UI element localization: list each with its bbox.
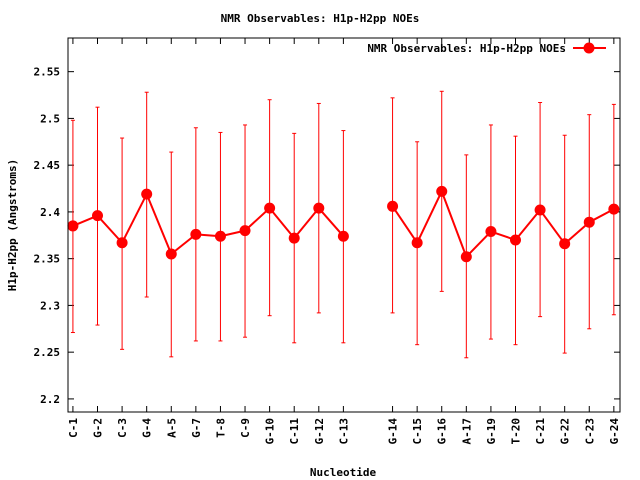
data-point [190,228,202,240]
data-point [337,230,349,242]
data-point [165,248,177,260]
data-point [559,238,571,250]
x-tick-label: G-14 [387,418,400,445]
data-point [608,203,620,215]
data-point [141,188,153,200]
data-point [214,230,226,242]
y-axis-label: H1p-H2pp (Angstroms) [6,159,19,291]
series-line-segment [121,193,148,244]
y-tick-label: 2.3 [40,299,60,312]
data-series [67,90,620,359]
legend: NMR Observables: H1p-H2pp NOEs [367,42,606,55]
plot-frame [67,37,621,413]
x-tick-label: G-22 [559,418,572,445]
legend-label: NMR Observables: H1p-H2pp NOEs [367,42,566,55]
axis-ticks: 2.2 2.25 2.3 2.35 2.4 2.45 2.5 2.55 C-1 G-2 C-3 G-4… [34,38,621,445]
data-point [460,251,472,263]
x-tick-label: C-13 [337,418,350,445]
data-point [313,202,325,214]
series-line-segment [96,214,123,244]
x-tick-label: G-7 [190,418,203,438]
x-tick-label: G-16 [436,418,449,445]
data-point [264,202,276,214]
x-tick-label: C-1 [67,418,80,438]
series-line-segment [244,207,271,232]
y-tick-label: 2.5 [40,112,60,125]
series-line-segment [293,207,320,239]
x-tick-label: G-12 [313,418,326,445]
series-line-segment [539,209,566,245]
data-point [92,210,104,222]
y-tick-label: 2.45 [34,159,61,172]
data-point [534,204,546,216]
x-axis-label: Nucleotide [310,466,377,479]
series-line-segment [416,190,443,244]
x-tick-label: G-2 [92,418,105,438]
x-tick-label: A-17 [460,418,473,445]
data-point [436,185,448,197]
series-line-segment [440,190,468,258]
x-tick-label: C-11 [288,418,301,445]
series-line-segment [391,205,418,244]
x-tick-label: G-10 [264,418,277,445]
data-point [387,200,399,212]
data-point [583,216,595,228]
x-tick-label: G-24 [608,418,621,445]
data-point [510,234,522,246]
series-line-segment [318,207,345,237]
series-line-segment [268,207,295,239]
x-tick-label: G-4 [141,418,154,438]
x-tick-label: A-5 [165,418,178,438]
data-point [239,225,251,237]
x-tick-label: C-15 [411,418,424,445]
y-tick-label: 2.25 [34,346,61,359]
series-line-segment [514,209,541,241]
x-tick-label: G-19 [485,418,498,445]
x-tick-label: C-3 [116,418,129,438]
x-tick-label: C-21 [534,418,547,445]
data-point [67,220,79,232]
x-tick-label: C-9 [239,418,252,438]
x-tick-label: C-23 [583,418,596,445]
x-tick-label: T-20 [510,418,523,445]
y-tick-label: 2.35 [34,253,61,266]
x-tick-label: T-8 [214,418,227,438]
data-point [288,232,300,244]
legend-marker [583,42,595,54]
series-line-segment [145,193,173,255]
data-point [485,226,497,238]
y-tick-label: 2.4 [40,206,60,219]
chart-title: NMR Observables: H1p-H2pp NOEs [221,12,420,25]
y-tick-label: 2.55 [34,66,61,79]
data-point [411,237,423,249]
y-tick-label: 2.2 [40,393,60,406]
data-point [116,237,128,249]
series-line-segment [465,230,492,258]
